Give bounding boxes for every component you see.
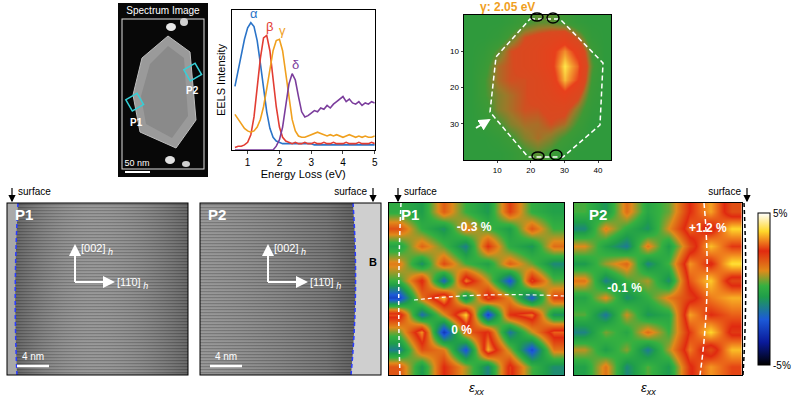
svg-text:50 nm: 50 nm [124,158,149,168]
svg-text:[002] h: [002] h [274,242,306,257]
svg-text:30: 30 [450,120,459,129]
svg-text:10: 10 [450,47,459,56]
svg-text:surface: surface [404,186,437,197]
svg-text:ε​xx​: ε​xx​ [469,380,484,397]
svg-text:5: 5 [372,157,378,168]
svg-text:α: α [250,6,258,21]
svg-text:10: 10 [493,166,502,175]
svg-text:[002] h: [002] h [81,242,113,257]
svg-text:1: 1 [245,157,251,168]
svg-text:[11̄0] h: [11̄0] h [310,276,341,291]
svg-text:surface: surface [18,186,51,197]
svg-text:2: 2 [277,157,283,168]
svg-text:3: 3 [308,157,314,168]
svg-text:γ: 2.05 eV: γ: 2.05 eV [480,0,535,14]
svg-text:0 %: 0 % [451,323,472,337]
svg-text:P1: P1 [15,206,33,223]
svg-text:B: B [369,256,377,268]
svg-text:[11̄0] h: [11̄0] h [117,276,148,291]
svg-text:4: 4 [340,157,346,168]
svg-text:surface: surface [708,186,741,197]
svg-text:20: 20 [526,166,535,175]
svg-text:γ: γ [279,23,286,38]
svg-text:P2: P2 [186,85,199,96]
svg-text:P1: P1 [401,206,419,223]
svg-text:-5%: -5% [773,360,791,371]
svg-text:+1.2 %: +1.2 % [689,221,727,235]
svg-text:Spectrum Image: Spectrum Image [126,5,200,16]
svg-text:P1: P1 [130,117,143,128]
svg-text:5%: 5% [773,208,788,219]
svg-text:-0.3 %: -0.3 % [457,220,492,234]
svg-text:4 nm: 4 nm [22,351,44,362]
svg-text:-0.1 %: -0.1 % [607,281,642,295]
svg-text:surface: surface [334,186,367,197]
svg-text:P2: P2 [208,206,226,223]
svg-text:β: β [266,19,273,34]
svg-text:EELS Intensity: EELS Intensity [215,43,227,116]
svg-text:20: 20 [450,83,459,92]
svg-text:4 nm: 4 nm [215,351,237,362]
svg-text:δ: δ [292,57,299,72]
svg-text:ε​xx​: ε​xx​ [641,380,656,397]
svg-text:40: 40 [594,166,603,175]
svg-text:P2: P2 [589,206,607,223]
svg-text:Energy Loss (eV): Energy Loss (eV) [261,168,346,180]
svg-text:30: 30 [560,166,569,175]
